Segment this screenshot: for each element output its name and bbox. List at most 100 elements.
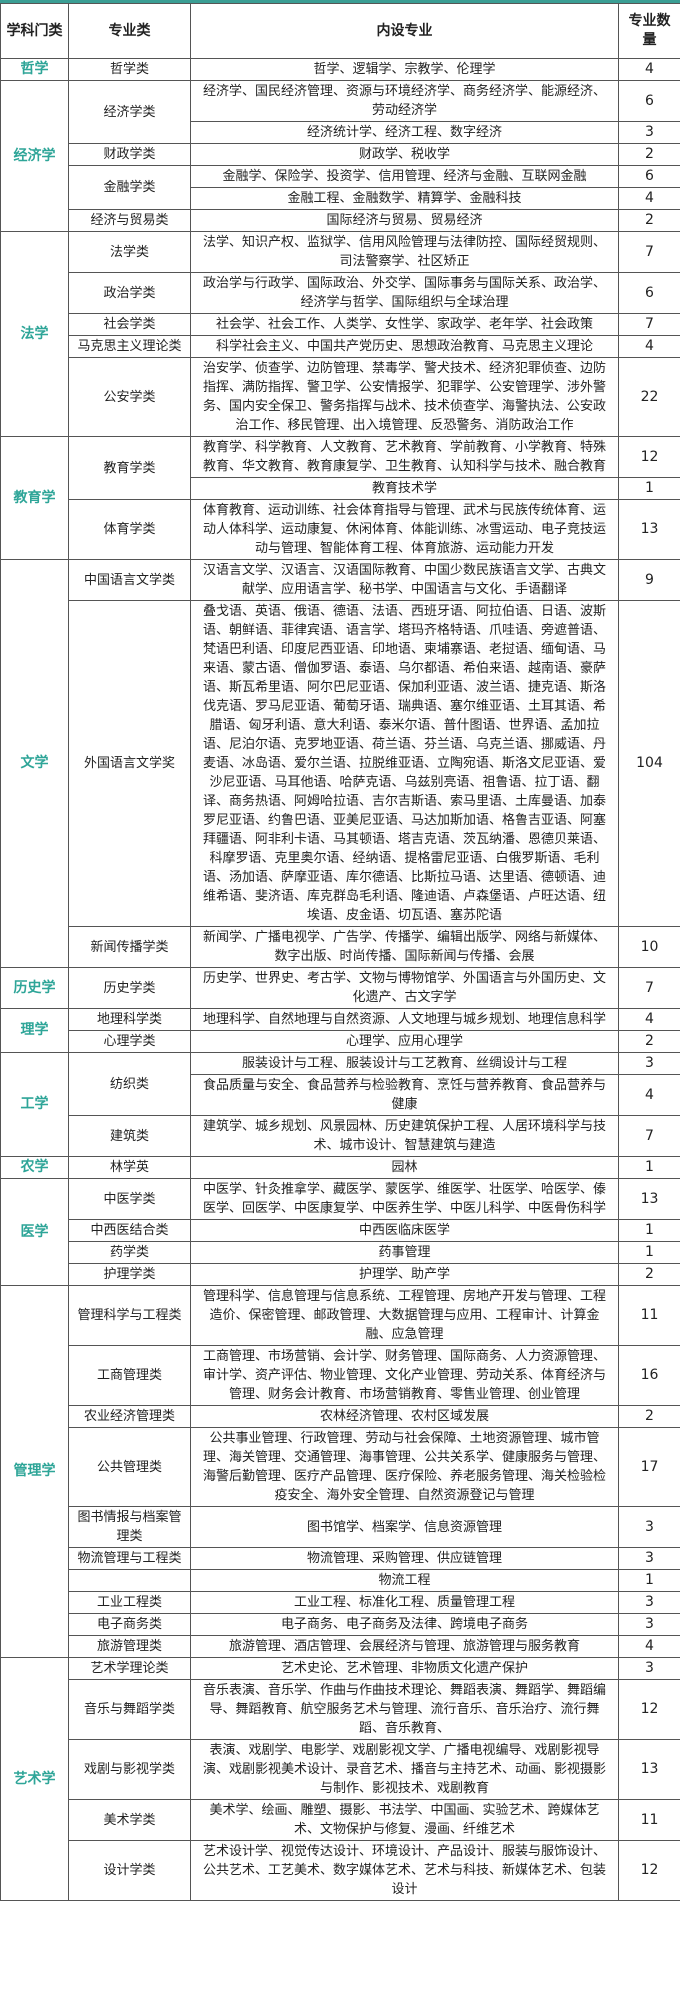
table-row: 哲学 哲学类 哲学、逻辑学、宗教学、伦理学 4 [0,58,680,81]
majors-cell: 社会学、社会工作、人类学、女性学、家政学、老年学、社会政策 [190,313,619,336]
majors-cell: 服装设计与工程、服装设计与工艺教育、丝绸设计与工程 [190,1052,619,1075]
table-row: 护理学类 护理学、助产学 2 [1,1263,680,1286]
majors-cell: 音乐表演、音乐学、作曲与作曲技术理论、舞蹈表演、舞蹈学、舞蹈编导、舞蹈教育、航空… [190,1679,619,1740]
majors-cell: 园林 [190,1156,619,1179]
subclass-cell: 戏剧与影视学类 [68,1739,191,1800]
table-row: 音乐与舞蹈学类 音乐表演、音乐学、作曲与作曲技术理论、舞蹈表演、舞蹈学、舞蹈编导、… [1,1679,680,1740]
subclass-cell: 工商管理类 [68,1345,191,1406]
subclass-cell: 经济学类 [68,80,191,144]
table-row: 外国语言文学奖 叠戈语、英语、俄语、德语、法语、西班牙语、阿拉伯语、日语、波斯语、… [1,600,680,927]
count-cell: 11 [618,1799,680,1841]
subclass-cell: 建筑类 [68,1115,191,1157]
majors-table: 学科门类 专业类 内设专业 专业数量 哲学 哲学类 哲学、逻辑学、宗教学、伦理学 4 经… [0,3,680,1901]
count-cell: 4 [618,1074,680,1116]
majors-cell: 物流工程 [190,1569,619,1592]
subclass-cell: 历史学类 [68,967,191,1009]
subclass-cell: 教育学类 [68,436,191,500]
table-row: 物流管理与工程类 物流管理、采购管理、供应链管理 3 [1,1547,680,1570]
count-cell: 1 [618,1241,680,1264]
table-row: 电子商务类 电子商务、电子商务及法律、跨境电子商务 3 [1,1613,680,1636]
count-cell: 3 [618,1657,680,1680]
table-row: 农学 林学英 园林 1 [0,1156,680,1179]
category-cell: 医学 [0,1178,69,1286]
count-cell: 2 [618,143,680,166]
count-cell: 1 [618,1569,680,1592]
table-row: 管理学 管理科学与工程类 管理科学、信息管理与信息系统、工程管理、房地产开发与管理、… [0,1285,680,1658]
majors-cell: 叠戈语、英语、俄语、德语、法语、西班牙语、阿拉伯语、日语、波斯语、朝鲜语、菲律宾… [190,600,619,927]
table-row: 物流工程 1 [1,1569,680,1592]
subclass-cell: 地理科学类 [68,1008,191,1031]
count-cell: 3 [618,1613,680,1636]
count-cell: 3 [618,121,680,144]
count-cell: 7 [618,1115,680,1157]
header-category: 学科门类 [0,3,69,59]
table-row: 工学 纺织类 服装设计与工程、服装设计与工艺教育、丝绸设计与工程 3 [0,1052,680,1157]
table-row: 公安学类 治安学、侦查学、边防管理、禁毒学、警犬技术、经济犯罪侦查、边防指挥、满防… [1,357,680,437]
table-row: 戏剧与影视学类 表演、戏剧学、电影学、戏剧影视文学、广播电视编导、戏剧影视导演、戏… [1,1739,680,1800]
category-cell: 农学 [0,1156,69,1179]
count-cell: 12 [618,436,680,478]
subclass-cell: 社会学类 [68,313,191,336]
category-cell: 历史学 [0,967,69,1009]
majors-cell: 美术学、绘画、雕塑、摄影、书法学、中国画、实验艺术、跨媒体艺术、文物保护与修复、… [190,1799,619,1841]
table-header-row: 学科门类 专业类 内设专业 专业数量 [0,3,680,59]
count-cell: 10 [618,926,680,968]
count-cell: 2 [618,1030,680,1053]
table-row: 法学 法学类 法学、知识产权、监狱学、信用风险管理与法律防控、国际经贸规则、司法警察… [0,231,680,437]
majors-cell: 艺术史论、艺术管理、非物质文化遗产保护 [190,1657,619,1680]
subclass-cell: 图书情报与档案管理类 [68,1506,191,1548]
count-cell: 6 [618,272,680,314]
subclass-cell: 护理学类 [68,1263,191,1286]
table-row: 医学 中医学类 中医学、针灸推拿学、藏医学、蒙医学、维医学、壮医学、哈医学、傣医学、… [0,1178,680,1286]
table-row: 公共管理类 公共事业管理、行政管理、劳动与社会保障、土地资源管理、城市管理、海关管… [1,1427,680,1507]
table-row: 工业工程类 工业工程、标准化工程、质量管理工程 3 [1,1591,680,1614]
majors-cell: 汉语言文学、汉语言、汉语国际教育、中国少数民族语言文学、古典文献学、应用语言学、… [190,559,619,601]
count-cell: 3 [618,1052,680,1075]
count-cell: 3 [618,1547,680,1570]
category-cell: 法学 [0,231,69,437]
table-row: 文学 中国语言文学类 汉语言文学、汉语言、汉语国际教育、中国少数民族语言文学、古典文… [0,559,680,968]
majors-cell: 财政学、税收学 [190,143,619,166]
majors-cell: 政治学与行政学、国际政治、外交学、国际事务与国际关系、政治学、经济学与哲学、国际… [190,272,619,314]
majors-cell: 科学社会主义、中国共产党历史、思想政治教育、马克思主义理论 [190,335,619,358]
count-cell: 6 [618,165,680,188]
table-row: 财政学类 财政学、税收学 2 [1,143,680,166]
count-cell: 6 [618,80,680,122]
count-cell: 7 [618,967,680,1009]
top-accent-bar [0,0,680,3]
count-cell: 9 [618,559,680,601]
table-row: 图书情报与档案管理类 图书馆学、档案学、信息资源管理 3 [1,1506,680,1548]
subclass-cell: 管理科学与工程类 [68,1285,191,1346]
subclass-cell: 心理学类 [68,1030,191,1053]
majors-cell: 金融工程、金融数学、精算学、金融科技 [190,187,619,210]
count-cell: 16 [618,1345,680,1406]
majors-cell: 中西医临床医学 [190,1219,619,1242]
majors-cell: 治安学、侦查学、边防管理、禁毒学、警犬技术、经济犯罪侦查、边防指挥、满防指挥、警… [190,357,619,437]
majors-cell: 金融学、保险学、投资学、信用管理、经济与金融、互联网金融 [190,165,619,188]
subclass-cell: 旅游管理类 [68,1635,191,1658]
count-cell: 4 [618,1008,680,1031]
count-cell: 13 [618,1178,680,1220]
subclass-cell: 美术学类 [68,1799,191,1841]
table-row: 体育学类 体育教育、运动训练、社会体育指导与管理、武术与民族传统体育、运动人体科学… [1,499,680,560]
majors-cell: 农林经济管理、农村区域发展 [190,1405,619,1428]
majors-cell: 教育学、科学教育、人文教育、艺术教育、学前教育、小学教育、特殊教育、华文教育、教… [190,436,619,478]
subclass-cell: 金融学类 [68,165,191,210]
count-cell: 3 [618,1591,680,1614]
table-row: 经济学 经济学类 经济学、国民经济管理、资源与环境经济学、商务经济学、能源经济、劳动… [0,80,680,232]
majors-cell: 历史学、世界史、考古学、文物与博物馆学、外国语言与外国历史、文化遗产、古文字学 [190,967,619,1009]
table-row: 中西医结合类 中西医临床医学 1 [1,1219,680,1242]
subclass-cell: 设计学类 [68,1840,191,1901]
subclass-cell: 药学类 [68,1241,191,1264]
count-cell: 22 [618,357,680,437]
subclass-cell: 农业经济管理类 [68,1405,191,1428]
count-cell: 4 [618,58,680,81]
majors-cell: 公共事业管理、行政管理、劳动与社会保障、土地资源管理、城市管理、海关管理、交通管… [190,1427,619,1507]
count-cell: 2 [618,209,680,232]
header-count: 专业数量 [618,3,680,59]
count-cell: 12 [618,1679,680,1740]
table-row: 理学 地理科学类 地理科学、自然地理与自然资源、人文地理与城乡规划、地理信息科学 4 [0,1008,680,1053]
table-body: 哲学 哲学类 哲学、逻辑学、宗教学、伦理学 4 经济学 经济学类 经济学、国民经济管理、资源… [0,58,680,1901]
majors-cell: 药事管理 [190,1241,619,1264]
category-cell: 工学 [0,1052,69,1157]
